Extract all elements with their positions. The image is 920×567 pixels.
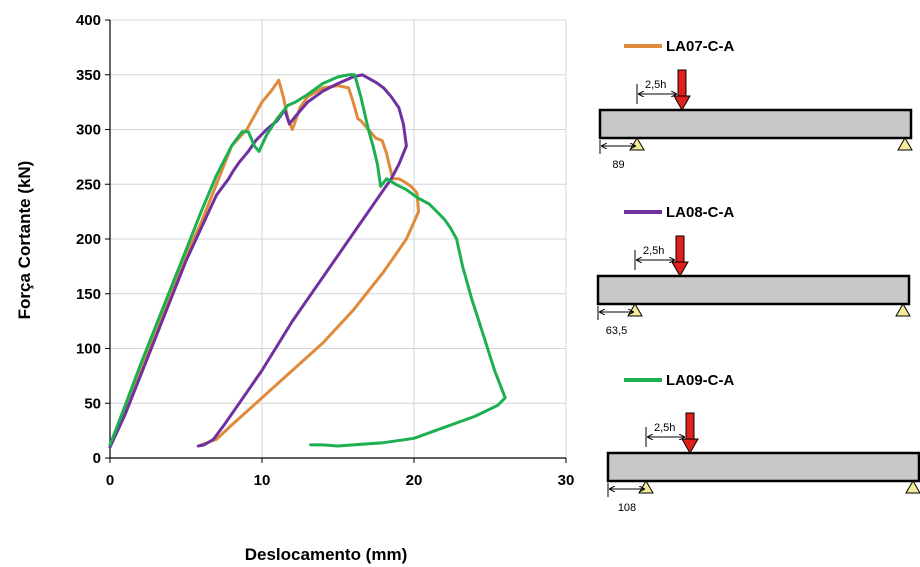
y-tick-label: 400 bbox=[76, 12, 101, 29]
tick-labels: 0 50 100 150 200 250 300 350 400 0 10 20 30 bbox=[76, 12, 574, 489]
legend-label: LA09-C-A bbox=[666, 372, 735, 389]
y-tick-label: 200 bbox=[76, 231, 101, 248]
load-arrow-head bbox=[671, 261, 689, 278]
right-support bbox=[897, 137, 913, 151]
load-offset-label: 2,5h bbox=[643, 245, 664, 257]
y-tick-label: 150 bbox=[76, 286, 101, 303]
load-arrow-shaft bbox=[677, 69, 687, 97]
y-axis-label: Força Cortante (kN) bbox=[15, 161, 34, 320]
legend-label: LA07-C-A bbox=[666, 38, 735, 55]
y-tick-label: 50 bbox=[84, 395, 101, 412]
series-line-la07-c-a bbox=[108, 78, 421, 447]
series-line-la09-c-a bbox=[108, 73, 507, 448]
y-tick-label: 100 bbox=[76, 341, 101, 358]
beam-diagram-la07-c-a: LA07-C-A 2,5h 89 bbox=[598, 38, 913, 171]
right-support bbox=[895, 303, 911, 317]
beam bbox=[606, 451, 920, 483]
right-support bbox=[905, 480, 920, 494]
left-support bbox=[638, 480, 654, 494]
x-tick-label: 20 bbox=[406, 472, 423, 489]
y-tick-label: 0 bbox=[93, 450, 101, 467]
legend-label: LA08-C-A bbox=[666, 204, 735, 221]
load-arrow-shaft bbox=[675, 235, 685, 263]
load-arrow-head bbox=[681, 438, 699, 455]
beam-diagram-la09-c-a: LA09-C-A 2,5h 108 bbox=[606, 372, 920, 514]
support-offset-label: 89 bbox=[612, 159, 624, 171]
y-tick-label: 350 bbox=[76, 67, 101, 84]
x-axis-label: Deslocamento (mm) bbox=[245, 545, 407, 564]
load-offset-label: 2,5h bbox=[654, 422, 675, 434]
x-tick-label: 10 bbox=[254, 472, 271, 489]
beam-diagrams: LA07-C-A 2,5h 89 LA08-C-A 2,5h 63,5 LA09-C-A 2,… bbox=[596, 38, 920, 514]
left-support bbox=[629, 137, 645, 151]
beam-diagram-la08-c-a: LA08-C-A 2,5h 63,5 bbox=[596, 204, 911, 337]
beam bbox=[598, 108, 913, 140]
y-tick-label: 300 bbox=[76, 122, 101, 139]
support-offset-label: 108 bbox=[618, 502, 636, 514]
x-tick-label: 0 bbox=[106, 472, 114, 489]
support-offset-label: 63,5 bbox=[606, 325, 627, 337]
load-arrow-shaft bbox=[685, 412, 695, 440]
left-support bbox=[627, 303, 643, 317]
grid bbox=[110, 19, 567, 458]
load-arrow-head bbox=[673, 95, 691, 112]
series-line-la08-c-a bbox=[108, 73, 408, 449]
beam bbox=[596, 274, 911, 306]
series-group bbox=[108, 73, 507, 449]
x-tick-label: 30 bbox=[558, 472, 575, 489]
load-offset-label: 2,5h bbox=[645, 79, 666, 91]
axes bbox=[105, 19, 567, 463]
y-tick-label: 250 bbox=[76, 176, 101, 193]
